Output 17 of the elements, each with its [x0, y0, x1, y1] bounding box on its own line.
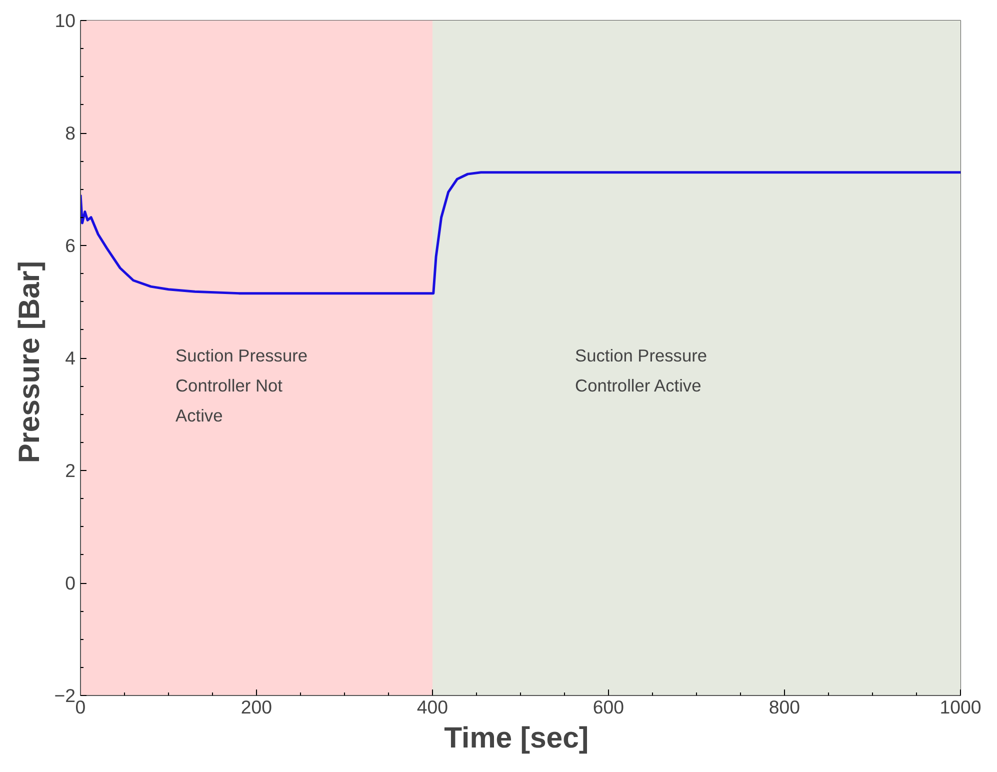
- y-tick-label: 2: [65, 460, 76, 481]
- x-axis-title: Time [sec]: [444, 722, 589, 754]
- y-tick-label: 4: [65, 348, 76, 368]
- y-tick-label: 8: [65, 122, 76, 144]
- x-tick-label: 400: [416, 696, 448, 718]
- y-tick-label: 10: [54, 10, 76, 31]
- y-tick-label: 6: [65, 235, 76, 256]
- x-tick-label: 800: [768, 696, 800, 718]
- x-tick-label: 600: [592, 696, 624, 718]
- x-tick-label: 200: [240, 696, 272, 718]
- x-tick-label: 1000: [940, 696, 982, 718]
- y-tick-label: 0: [65, 572, 76, 594]
- band-label: Suction Pressure Controller Active: [575, 346, 708, 396]
- y-axis-title: Pressure [Bar]: [13, 261, 46, 464]
- y-tick-label: −2: [54, 685, 76, 706]
- line-series: [80, 171, 960, 295]
- band-label: Suction Pressure Controller Not Active: [176, 346, 308, 426]
